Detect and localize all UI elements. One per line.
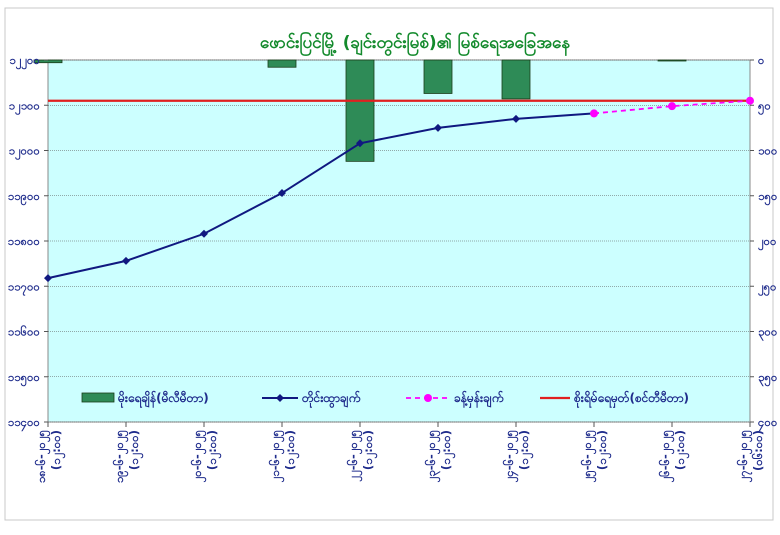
legend-swatch-rainfall — [81, 392, 115, 403]
right-axis-tick-label: ၂၅၀ — [757, 279, 777, 296]
observed-line — [47, 112, 595, 280]
x-axis-tick-label: (၁၂:၀၀) — [283, 430, 300, 470]
forecast-point — [746, 96, 754, 105]
legend-label: တိုင်းထွာချက် — [301, 389, 361, 409]
right-axis-tick-label: ၃၅၀ — [758, 370, 778, 387]
legend-label: ခန့်မှန်းချက် — [454, 389, 504, 409]
left-axis-tick-label: ၁၁၅၀၀ — [8, 370, 41, 387]
x-axis-tick-label: (၁၂:၀၀) — [205, 430, 222, 470]
rainfall-bar — [267, 59, 297, 68]
left-axis-tick-label: ၁၁၇၀၀ — [8, 279, 41, 296]
chart-frame — [4, 7, 774, 521]
observed-point — [200, 229, 208, 238]
right-axis-tick-label: ၂၀၀ — [757, 234, 777, 251]
forecast-point — [590, 109, 598, 118]
x-axis-tick-label: ၂၄-၆-၂၀၂၅ — [502, 429, 519, 483]
legend-label: မိုးရေချိန်(မီလီမီတာ) — [117, 389, 209, 409]
left-axis-tick-label: ၁၂၁၀၀ — [8, 98, 40, 115]
left-axis-tick-label: ၁၂၂၀၀ — [9, 53, 40, 70]
x-axis-tick-label: ၂၃-၆-၂၀၂၅ — [424, 429, 441, 483]
right-axis-tick-label: ၃၀၀ — [758, 325, 778, 342]
x-axis-tick-label: ၂၇-၆-၂၀၂၅ — [736, 429, 753, 483]
observed-point — [434, 123, 442, 132]
legend: မိုးရေချိန်(မီလီမီတာ) တိုင်းထွာချက် ခန့်မှ… — [81, 389, 689, 409]
x-axis-tick-label: (၁၂:၀၀) — [595, 430, 612, 470]
left-axis-tick-label: ၁၁၆၀၀ — [8, 325, 41, 339]
observed-point — [278, 189, 286, 198]
legend-marker-forecast — [424, 394, 432, 402]
x-axis-tick-label: ၂၂-၆-၂၀၂၅ — [346, 429, 363, 482]
x-axis-tick-label: (၁၂:၀၀) — [361, 430, 378, 470]
line-layer — [44, 96, 754, 283]
x-axis-tick-label: ၂၅-၆-၂၀၂၅ — [580, 429, 597, 483]
rainfall-bar — [423, 59, 453, 94]
observed-point — [44, 274, 52, 283]
x-axis-tick-label: ၁၈-၆-၂၀၂၅ — [34, 429, 51, 483]
grid-layer — [48, 59, 750, 423]
legend-label: စိုးရိမ်ရေမှတ်(စင်တီမီတာ) — [573, 389, 689, 409]
right-axis-tick-label: ၁၀၀ — [758, 144, 778, 158]
observed-point — [122, 256, 130, 265]
x-axis-tick-label: ၂၀-၆-၂၀၂၅ — [190, 429, 207, 483]
right-axis-tick-label: ၄၀၀ — [757, 415, 778, 432]
rainfall-bar — [501, 59, 531, 100]
x-axis-tick-label: ၂၁-၆-၂၀၂၅ — [268, 429, 285, 483]
axis-layer: ၁၂၂၀၀၁၂၁၀၀၁၂၀၀၀၁၁၉၀၀၁၁၈၀၀၁၁၇၀၀၁၁၆၀၀၁၁၅၀၀… — [8, 53, 778, 483]
left-axis-tick-label: ၁၁၄၀၀ — [8, 415, 41, 432]
forecast-point — [668, 102, 676, 111]
rainfall-bar — [657, 59, 687, 62]
x-axis-tick-label: (၁၂:၀၀) — [673, 430, 690, 470]
x-axis-tick-label: ၂၆-၆-၂၀၂၅ — [658, 429, 675, 483]
observed-point — [356, 139, 364, 148]
right-axis-tick-label: ၅၀ — [758, 98, 771, 115]
x-axis-tick-label: (၀၆:၀၀) — [751, 430, 765, 471]
left-axis-tick-label: ၁၂၀၀၀ — [8, 144, 40, 161]
x-axis-tick-label: (၁၂:၀၀) — [439, 430, 456, 470]
right-axis-tick-label: ၀ — [757, 53, 765, 67]
left-axis-tick-label: ၁၁၈၀၀ — [8, 234, 41, 248]
legend-marker-observed — [276, 394, 284, 402]
left-axis-tick-label: ၁၁၉၀၀ — [8, 189, 41, 206]
chart-title: ဖောင်းပြင်မြို့ (ချင်းတွင်းမြစ်)၏ မြစ်ရေ… — [260, 30, 570, 57]
x-axis-tick-label: (၁၂:၀၀) — [517, 430, 534, 470]
right-axis-tick-label: ၁၅၀ — [758, 189, 778, 206]
x-axis-tick-label: ၁၉-၆-၂၀၂၅ — [112, 429, 129, 483]
observed-point — [512, 114, 520, 123]
x-axis-tick-label: (၁၂:၀၀) — [49, 430, 66, 470]
forecast-line — [593, 99, 751, 115]
x-axis-tick-label: (၁၂:၀၀) — [127, 430, 144, 470]
